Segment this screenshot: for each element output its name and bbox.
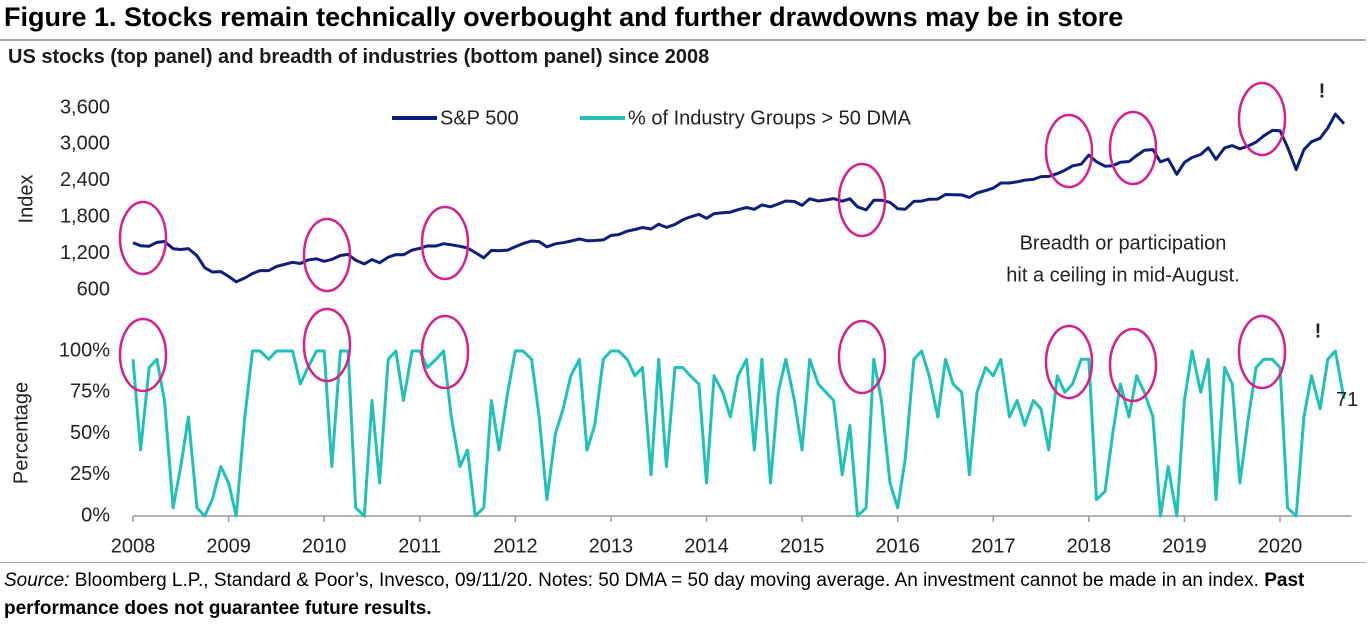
- y2-tick-label: 50%: [70, 422, 110, 444]
- highlight-ellipse: [1108, 327, 1158, 403]
- y2-tick-label: 25%: [70, 463, 110, 485]
- figure-title: Figure 1. Stocks remain technically over…: [4, 2, 1124, 32]
- y-tick-label: 3,000: [60, 133, 110, 155]
- annotation: Breadth or participation: [1020, 232, 1227, 254]
- x-tick-label: 2017: [971, 535, 1016, 557]
- x-tick-label: 2016: [875, 535, 920, 557]
- x-tick-label: 2012: [493, 535, 538, 557]
- x-tick-label: 2018: [1067, 535, 1112, 557]
- y2-axis-title: Percentage: [10, 382, 32, 484]
- exclamation: !: [1319, 80, 1326, 102]
- divider: [0, 562, 1366, 563]
- x-tick-label: 2011: [398, 535, 441, 557]
- highlight-ellipse: [1237, 81, 1287, 157]
- x-tick-label: 2009: [206, 535, 251, 557]
- highlight-ellipse: [1108, 110, 1158, 186]
- legend-label: S&P 500: [440, 107, 519, 129]
- highlight-ellipse: [420, 205, 470, 281]
- x-tick-label: 2008: [111, 535, 156, 557]
- source-note: Source: Bloomberg L.P., Standard & Poor’…: [4, 567, 1364, 623]
- highlight-ellipse: [1044, 113, 1094, 189]
- legend-label: % of Industry Groups > 50 DMA: [628, 107, 912, 129]
- y-tick-label: 2,400: [60, 169, 110, 191]
- x-tick-label: 2014: [684, 535, 729, 557]
- highlight-ellipse: [1237, 314, 1287, 390]
- x-tick-label: 2013: [589, 535, 634, 557]
- y-tick-label: 1,800: [60, 205, 110, 227]
- y-tick-label: 1,200: [60, 242, 110, 264]
- chart: 600 1,200 1,800 2,400 3,000 3,600 0% 25% 50% 75% 1…: [10, 80, 1358, 557]
- highlight-ellipse: [118, 200, 168, 276]
- highlight-ellipse: [837, 319, 887, 395]
- disclaimer: Past performance does not guarantee futu…: [4, 570, 1305, 619]
- highlight-ellipse: [302, 307, 352, 383]
- x-tick-label: 2020: [1258, 535, 1303, 557]
- source-text: Bloomberg L.P., Standard & Poor’s, Inves…: [74, 570, 1259, 591]
- y2-tick-label: 75%: [70, 381, 110, 403]
- y-tick-label: 600: [77, 278, 110, 300]
- exclamation: !: [1315, 320, 1322, 342]
- y2-tick-label: 100%: [59, 339, 110, 361]
- highlight-ellipse: [420, 314, 470, 390]
- y2-tick-label: 0%: [81, 504, 110, 526]
- x-tick-label: 2019: [1162, 535, 1207, 557]
- subtitle: US stocks (top panel) and breadth of ind…: [8, 46, 710, 68]
- highlight-ellipse: [302, 217, 352, 293]
- y-axis-title: Index: [15, 175, 37, 224]
- highlight-ellipse: [118, 317, 168, 393]
- data-label: 71: [1336, 389, 1358, 411]
- highlight-ellipse: [1044, 324, 1094, 400]
- divider: [0, 39, 1366, 41]
- y-tick-label: 3,600: [60, 96, 110, 118]
- series-line: [131, 349, 1346, 518]
- series-line: [132, 112, 1346, 284]
- x-tick-label: 2010: [302, 535, 347, 557]
- highlight-ellipse: [837, 162, 887, 238]
- annotation: hit a ceiling in mid-August.: [1006, 264, 1239, 286]
- x-tick-label: 2015: [780, 535, 825, 557]
- source-label: Source:: [4, 570, 70, 591]
